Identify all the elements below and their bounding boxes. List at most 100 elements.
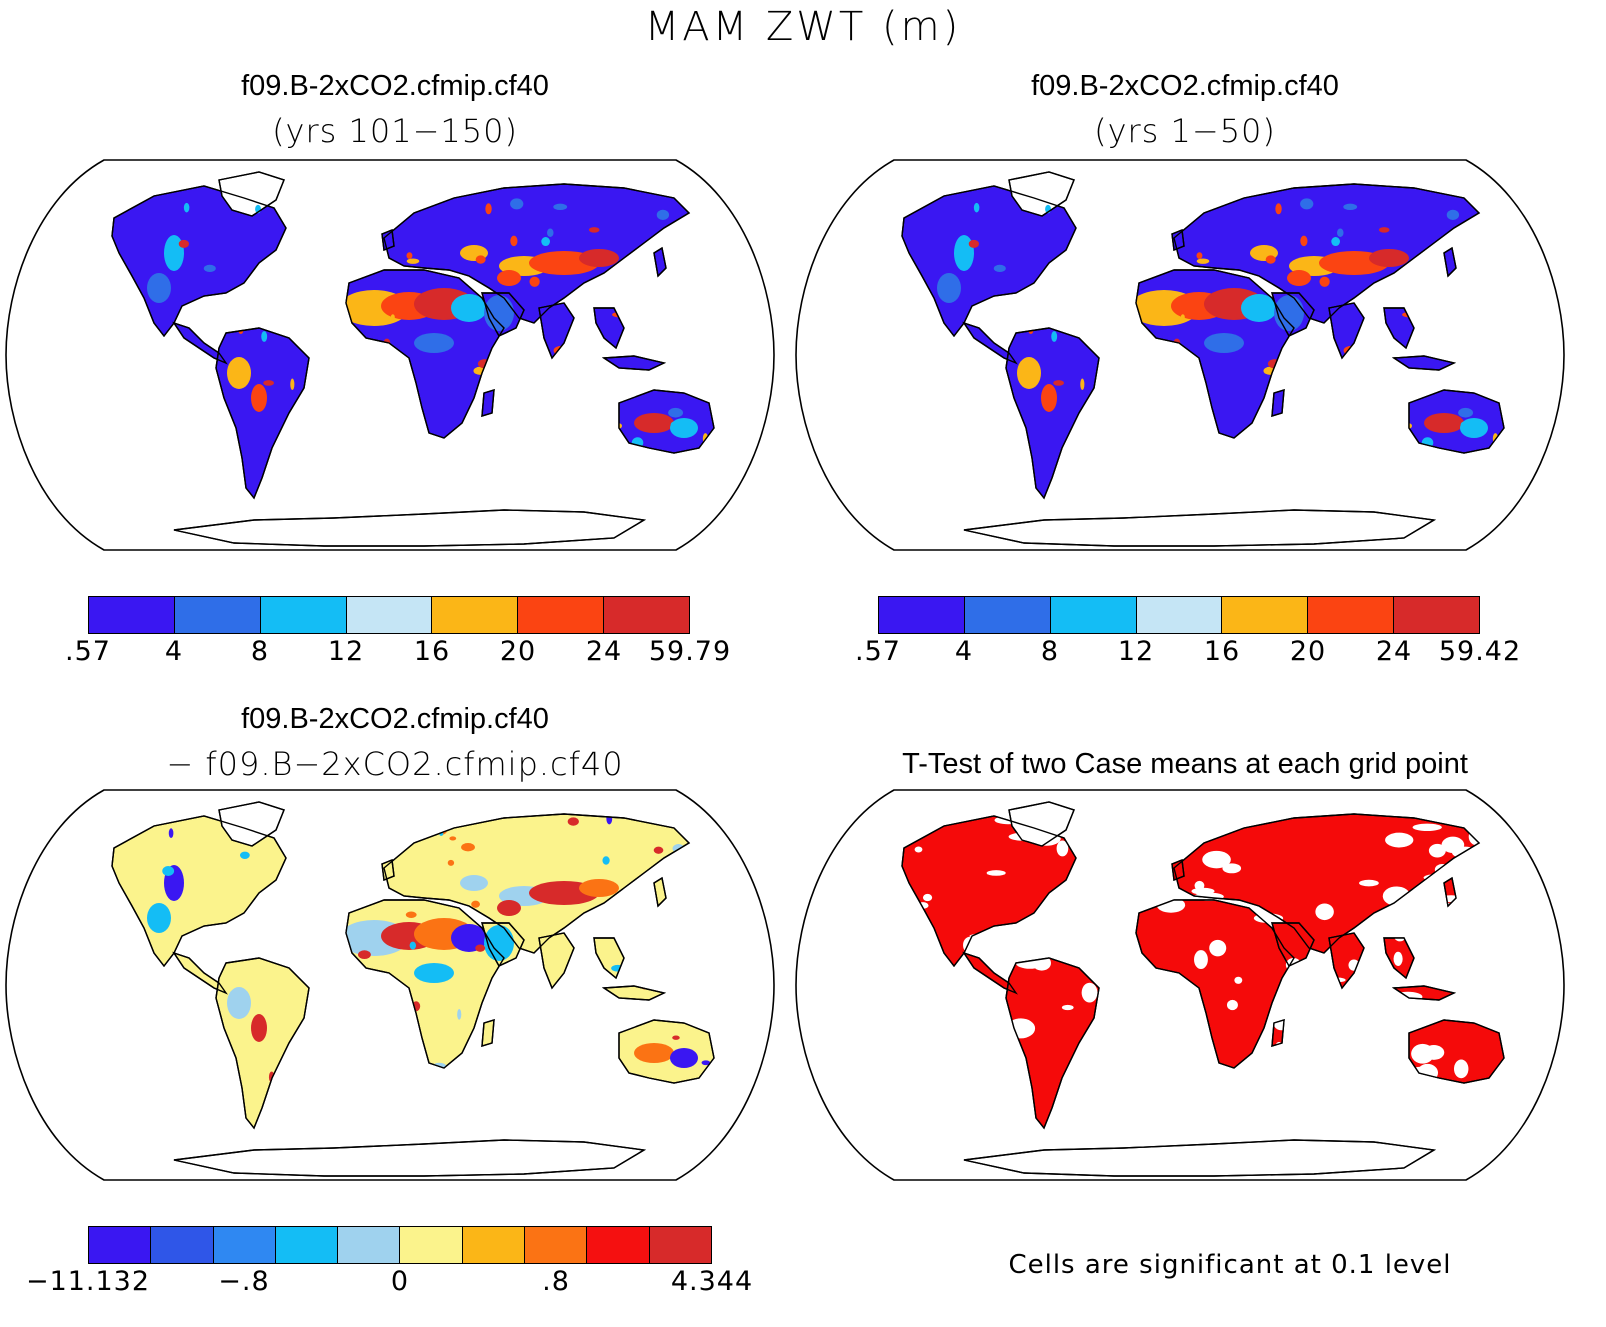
value-speckle [529, 276, 540, 287]
nonsignificant-cell [1328, 977, 1346, 983]
value-speckle [686, 300, 698, 310]
nonsignificant-cell [1111, 887, 1119, 907]
nonsignificant-cell [1393, 951, 1403, 966]
colorbar-tick-label: 24 [585, 636, 623, 667]
value-speckle [1156, 213, 1169, 221]
nonsignificant-cell [1324, 1058, 1333, 1079]
value-patch [1369, 249, 1409, 267]
nonsignificant-cell [1468, 828, 1485, 846]
colorbar-swatch [1222, 597, 1309, 633]
colorbar-swatch [518, 597, 605, 633]
value-speckle [1112, 261, 1118, 273]
value-speckle [1388, 426, 1405, 433]
coastline-greenland [1008, 171, 1075, 217]
value-speckle [636, 902, 649, 912]
coastline-northAmerica [901, 185, 1077, 338]
colorbar-difference-labels: −11.132 −.8 0 .8 4.344 [26, 1266, 752, 1300]
colorbar-swatch [604, 597, 690, 633]
nonsignificant-cell [1202, 850, 1231, 869]
coastline-arabia [481, 292, 525, 337]
value-speckle [1308, 440, 1316, 448]
value-speckle [1367, 380, 1378, 392]
colorbar-case1 [88, 596, 690, 634]
value-speckle [612, 311, 627, 318]
colorbar-tick-label: .8 [542, 1266, 570, 1297]
value-speckle [345, 855, 359, 864]
coastline-india [1328, 302, 1365, 360]
colorbar-tick-label: −11.132 [25, 1266, 151, 1297]
value-speckle [598, 426, 615, 433]
value-speckle [189, 423, 206, 432]
value-speckle [471, 900, 480, 908]
colorbar-swatch [649, 1227, 711, 1263]
value-speckle [123, 414, 131, 426]
value-speckle [606, 814, 613, 825]
value-speckle [510, 198, 524, 210]
value-speckle [1120, 407, 1136, 418]
map-outline [795, 789, 1565, 1181]
value-speckle [217, 937, 228, 948]
nonsignificant-cell [1081, 982, 1098, 1003]
nonsignificant-cell [1006, 1018, 1036, 1039]
value-speckle [541, 237, 550, 247]
value-speckle [186, 1053, 202, 1060]
value-speckle [1426, 315, 1440, 323]
nonsignificant-cell [934, 1071, 964, 1078]
value-speckle [526, 1023, 534, 1029]
value-speckle [535, 432, 542, 445]
coastline-africa [1135, 899, 1295, 1069]
value-speckle [112, 896, 125, 905]
value-speckle [1161, 213, 1172, 220]
nonsignificant-cell [1234, 976, 1243, 984]
nonsignificant-cell [1056, 840, 1069, 857]
nonsignificant-cell [1434, 863, 1450, 876]
value-speckle [1337, 228, 1344, 238]
value-speckle [208, 436, 217, 448]
coastline-madagascar [481, 1019, 495, 1047]
value-speckle [1378, 227, 1390, 233]
nonsignificant-cell [985, 955, 1011, 970]
value-speckle [1101, 299, 1116, 311]
value-speckle [979, 423, 996, 432]
value-speckle [409, 941, 417, 950]
value-speckle [1162, 212, 1172, 219]
value-patch [414, 333, 454, 353]
coastline-eurasia [383, 813, 691, 954]
value-speckle [1319, 276, 1330, 287]
value-speckle [1390, 278, 1402, 288]
coastline-india [538, 932, 575, 990]
value-speckle [290, 378, 295, 391]
coastline-britain [381, 859, 395, 881]
value-speckle [203, 264, 216, 273]
value-speckle [263, 380, 274, 386]
nonsignificant-cell [1375, 1064, 1393, 1074]
value-speckle [653, 846, 664, 854]
map-panel-ttest [795, 789, 1565, 1181]
value-patch [497, 270, 521, 286]
nonsignificant-cell [910, 1040, 923, 1060]
value-speckle [594, 1063, 610, 1070]
nonsignificant-cell [1411, 1043, 1435, 1064]
colorbar-swatch [151, 1227, 214, 1263]
coastline-centralAmerica [962, 321, 1018, 365]
panel-difference-title: f09.B-2xCO2.cfmip.cf40 [241, 703, 549, 735]
value-speckle [1457, 368, 1473, 374]
coastline-southAmerica [215, 327, 310, 500]
colorbar-tick-label: 24 [1375, 636, 1413, 667]
value-patch [414, 963, 454, 983]
value-speckle [1263, 366, 1277, 375]
nonsignificant-cell [1209, 939, 1227, 957]
colorbar-swatch [587, 1227, 650, 1263]
coastline-antarctica [963, 1139, 1437, 1177]
value-patch [1274, 295, 1304, 331]
value-speckle [1484, 239, 1489, 247]
value-speckle [406, 252, 413, 260]
nonsignificant-cell [1167, 1037, 1194, 1044]
nonsignificant-cell [1359, 879, 1379, 887]
value-speckle [271, 936, 285, 948]
value-speckle [240, 851, 250, 859]
value-speckle [136, 988, 150, 996]
coastline-antarctica [173, 509, 647, 547]
value-speckle [547, 228, 554, 238]
colorbar-case2-labels: .57 4 8 12 16 20 24 59.42 [855, 636, 1520, 670]
